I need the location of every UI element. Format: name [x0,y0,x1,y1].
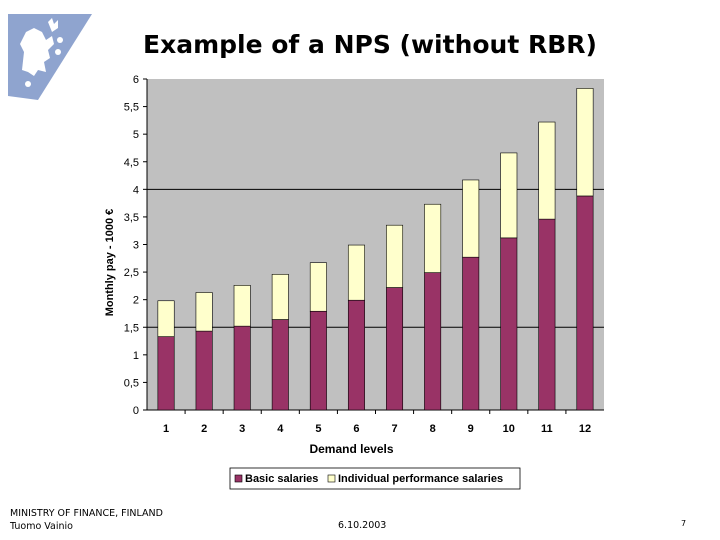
x-tick-label: 1 [163,423,169,435]
plot-area [147,79,604,410]
bar-basic-5 [309,310,327,411]
y-tick-label: 5,5 [124,102,139,114]
page-number: 7 [681,519,687,528]
bar-basic-10 [500,237,518,411]
finnish-lion-coat-of-arms-icon [8,14,92,100]
y-tick-label: 4,5 [124,157,139,169]
legend-label-performance: Individual performance salaries [338,473,503,485]
bar-performance-9 [462,179,480,258]
y-tick-label: 2,5 [124,267,139,279]
x-tick-label: 5 [315,423,321,435]
x-tick-label: 8 [430,423,436,435]
bar-performance-8 [424,203,442,273]
x-tick-label: 3 [239,423,245,435]
bar-basic-2 [195,330,213,411]
y-tick-label: 0,5 [124,377,139,389]
y-tick-label: 3,5 [124,212,139,224]
bar-basic-7 [386,287,404,411]
bar-performance-2 [195,292,213,332]
x-tick-label: 7 [391,423,397,435]
y-tick-label: 1 [133,350,139,362]
x-tick-label: 12 [579,423,591,435]
footer-ministry: MINISTRY OF FINANCE, FINLAND [10,508,163,519]
stacked-bar-chart: 00,511,522,533,544,555,561 2 3 4 5 6 7 8 9 10 11 12… [104,74,604,490]
y-tick-label: 6 [133,74,139,86]
bar-performance-1 [157,300,175,337]
bar-performance-5 [309,262,327,312]
footer-date: 6.10.2003 [338,520,387,531]
y-axis-title: Monthly pay - 1000 € [104,209,116,317]
x-axis-title: Demand levels [309,442,393,456]
y-tick-label: 5 [133,129,139,141]
x-tick-label: 10 [503,423,515,435]
legend-label-basic: Basic salaries [245,473,318,485]
bar-basic-12 [576,195,594,411]
bar-performance-7 [386,224,404,288]
y-tick-label: 1,5 [124,322,139,334]
legend-box [229,467,521,490]
bar-basic-6 [347,299,365,411]
bar-performance-10 [500,152,518,239]
y-tick-label: 3 [133,240,139,252]
bar-performance-3 [233,285,251,327]
footer-author: Tuomo Vainio [10,521,73,532]
y-tick-label: 2 [133,295,139,307]
bar-performance-12 [576,88,594,197]
bar-basic-11 [538,218,556,411]
legend-swatch-basic [234,474,243,483]
legend-swatch-performance [327,474,336,483]
x-tick-label: 6 [353,423,359,435]
bar-basic-3 [233,325,251,411]
bar-basic-8 [424,272,442,411]
bar-basic-1 [157,336,175,411]
x-tick-label: 4 [277,423,284,435]
x-tick-label: 11 [541,423,553,435]
y-tick-label: 4 [133,184,139,196]
slide-title: Example of a NPS (without RBR) [143,30,597,59]
x-tick-label: 2 [201,423,207,435]
bar-performance-4 [271,273,289,320]
y-tick-label: 0 [133,405,139,417]
bar-performance-11 [538,121,556,220]
bar-basic-4 [271,319,289,411]
x-tick-label: 9 [468,423,474,435]
bar-performance-6 [347,244,365,301]
bar-basic-9 [462,256,480,411]
